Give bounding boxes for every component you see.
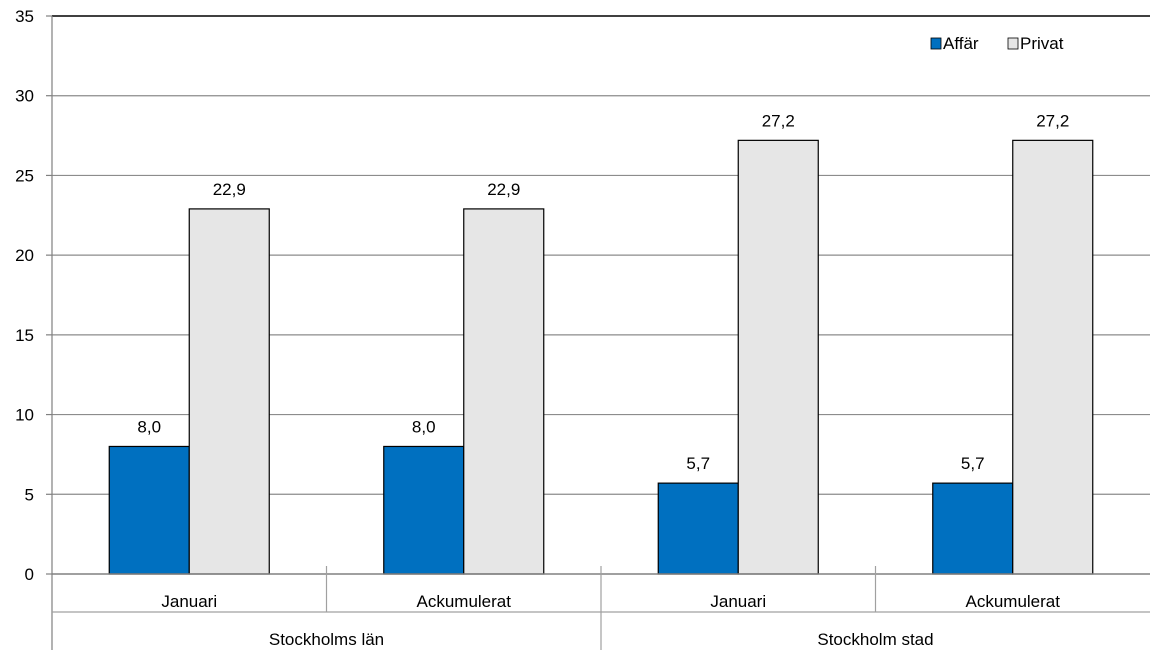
bar-privat: [1012, 139, 1094, 575]
y-tick-label: 20: [15, 246, 34, 265]
data-label: 27,2: [762, 111, 795, 130]
data-label: 5,7: [686, 454, 710, 473]
category-label: Ackumulerat: [966, 592, 1061, 611]
bar-privat: [463, 208, 545, 575]
y-tick-label: 30: [15, 87, 34, 106]
group-label: Stockholm stad: [817, 630, 933, 649]
data-label: 27,2: [1036, 111, 1069, 130]
legend-swatch-privat: [1007, 37, 1019, 50]
data-labels: 8,0 8,0 5,7 5,7 22,9 22,9 27,2 27,2: [137, 111, 1069, 473]
legend-swatch-affar: [930, 37, 942, 50]
data-label: 5,7: [961, 454, 985, 473]
bar-affar: [932, 482, 1014, 575]
bar-affar: [657, 482, 739, 575]
bars: [108, 139, 1094, 575]
y-tick-label: 10: [15, 406, 34, 425]
y-axis-ticks: 0 5 10 15 20 25 30 35: [15, 7, 34, 584]
bar-affar: [383, 445, 465, 575]
group-label: Stockholms län: [269, 630, 384, 649]
bar-affar: [108, 445, 190, 575]
data-label: 8,0: [412, 417, 436, 436]
bar-privat: [737, 139, 819, 575]
y-tick-label: 25: [15, 166, 34, 185]
axes: [46, 15, 1150, 650]
legend-label-affar: Affär: [943, 34, 979, 53]
y-tick-label: 5: [25, 485, 34, 504]
category-label: Januari: [710, 592, 766, 611]
category-labels: Januari Ackumulerat Januari Ackumulerat Stoc…: [161, 592, 1060, 649]
data-label: 22,9: [213, 180, 246, 199]
data-label: 22,9: [487, 180, 520, 199]
y-tick-label: 15: [15, 326, 34, 345]
legend: Affär Privat: [930, 34, 1064, 53]
category-label: Ackumulerat: [417, 592, 512, 611]
y-tick-label: 0: [25, 565, 34, 584]
bar-privat: [188, 208, 270, 575]
y-tick-label: 35: [15, 7, 34, 26]
legend-label-privat: Privat: [1020, 34, 1064, 53]
data-label: 8,0: [137, 417, 161, 436]
category-label: Januari: [161, 592, 217, 611]
